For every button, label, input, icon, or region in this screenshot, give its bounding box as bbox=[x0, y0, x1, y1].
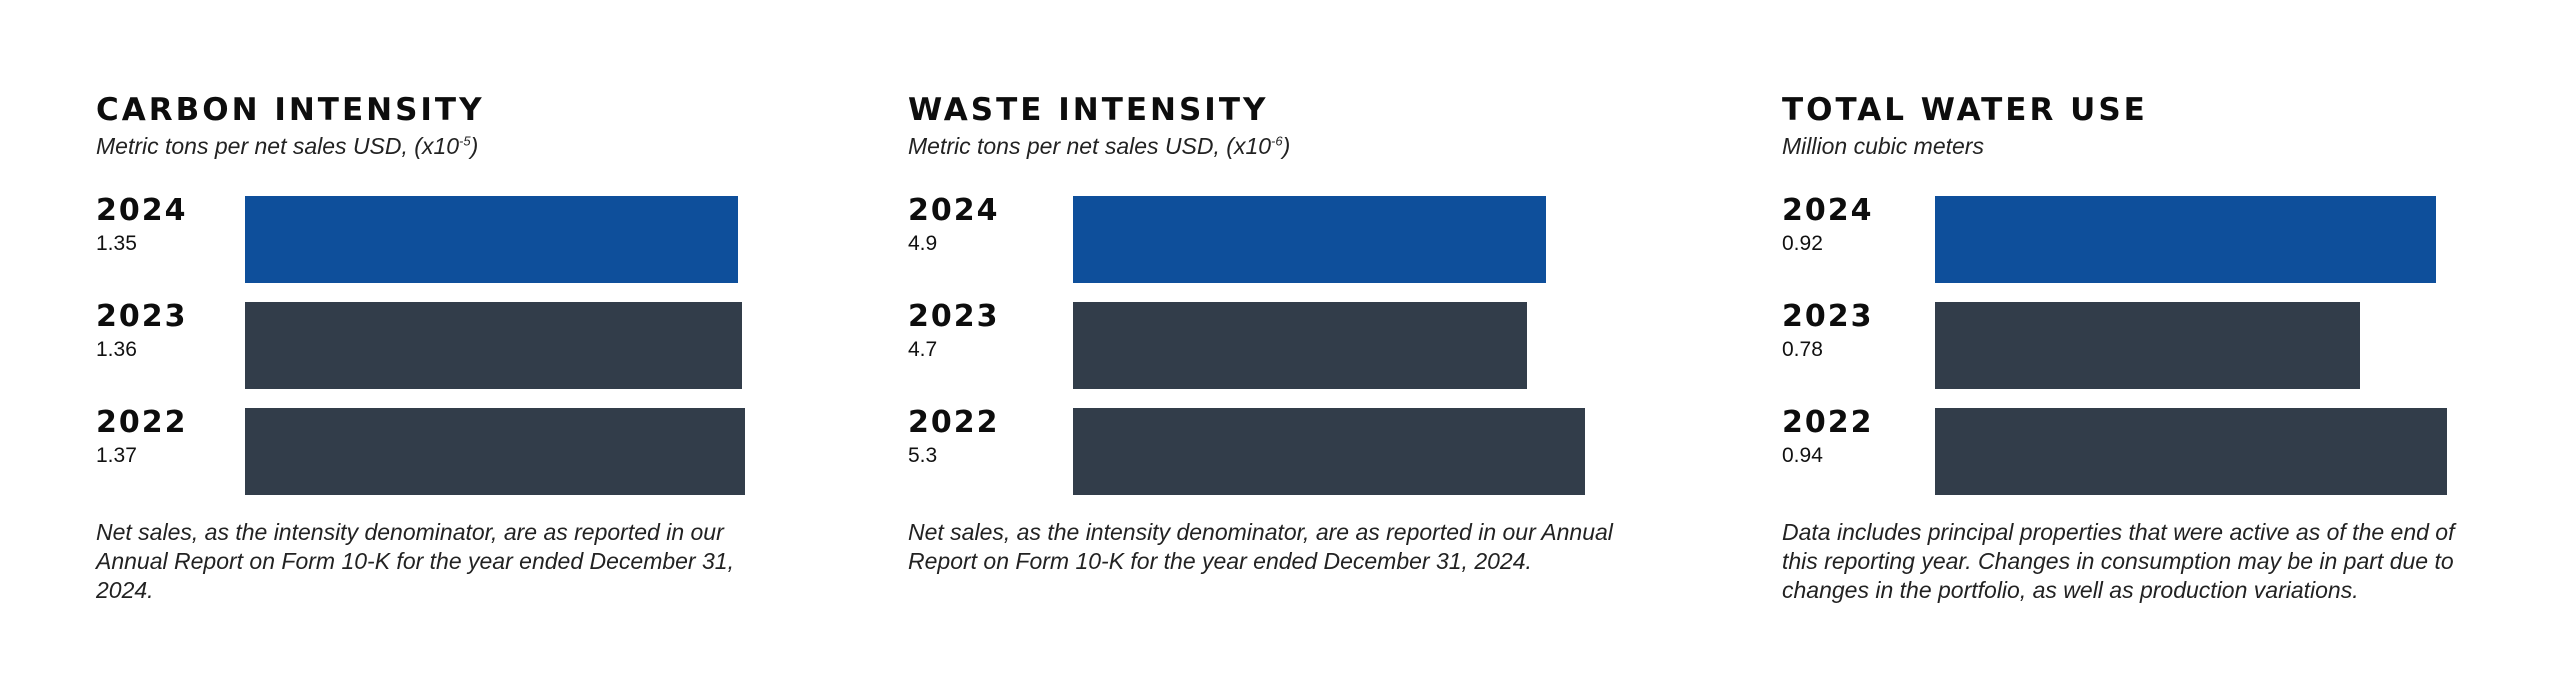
data-label: 1.36 bbox=[96, 338, 137, 361]
subtitle-text: Metric tons per net sales USD, (x10 bbox=[96, 133, 460, 159]
category-label: 2023 bbox=[908, 299, 1000, 334]
bar-row: 2022 5.3 bbox=[908, 408, 1638, 496]
chart-footnote: Net sales, as the intensity denominator,… bbox=[96, 519, 734, 603]
data-label: 4.9 bbox=[908, 232, 938, 255]
chart-panel-total-water-use: TOTAL WATER USE Million cubic meters 202… bbox=[1782, 0, 2482, 694]
category-label: 2023 bbox=[96, 299, 188, 334]
category-label: 2024 bbox=[908, 193, 1000, 228]
bar bbox=[245, 408, 745, 495]
subtitle-close: ) bbox=[1282, 133, 1291, 159]
chart-subtitle: Million cubic meters bbox=[1782, 133, 1984, 160]
category-label: 2023 bbox=[1782, 299, 1874, 334]
chart-subtitle: Metric tons per net sales USD, (x10-5) bbox=[96, 133, 478, 160]
data-label: 0.92 bbox=[1782, 232, 1823, 255]
chart-panel-waste-intensity: WASTE INTENSITY Metric tons per net sale… bbox=[908, 0, 1638, 694]
subtitle-text: Million cubic meters bbox=[1782, 133, 1984, 159]
bar-row: 2024 1.35 bbox=[96, 196, 756, 284]
category-label: 2024 bbox=[1782, 193, 1874, 228]
bar bbox=[245, 196, 738, 283]
bar-row: 2024 4.9 bbox=[908, 196, 1638, 284]
bar bbox=[1073, 196, 1546, 283]
chart-footnote: Data includes principal properties that … bbox=[1782, 519, 2455, 603]
bar bbox=[1073, 302, 1527, 389]
chart-panel-carbon-intensity: CARBON INTENSITY Metric tons per net sal… bbox=[96, 0, 756, 694]
chart-title: WASTE INTENSITY bbox=[908, 92, 1269, 128]
bar bbox=[1935, 408, 2447, 495]
chart-title: TOTAL WATER USE bbox=[1782, 92, 2148, 128]
category-label: 2022 bbox=[1782, 405, 1874, 440]
bar-row: 2024 0.92 bbox=[1782, 196, 2482, 284]
bar-row: 2023 4.7 bbox=[908, 302, 1638, 390]
bar bbox=[1073, 408, 1585, 495]
bar-row: 2022 1.37 bbox=[96, 408, 756, 496]
subtitle-exponent: -5 bbox=[459, 133, 471, 149]
subtitle-close: ) bbox=[470, 133, 479, 159]
data-label: 4.7 bbox=[908, 338, 938, 361]
subtitle-text: Metric tons per net sales USD, (x10 bbox=[908, 133, 1272, 159]
bar-row: 2022 0.94 bbox=[1782, 408, 2482, 496]
data-label: 0.78 bbox=[1782, 338, 1823, 361]
bar bbox=[1935, 196, 2436, 283]
category-label: 2022 bbox=[96, 405, 188, 440]
data-label: 1.37 bbox=[96, 444, 137, 467]
bar-row: 2023 0.78 bbox=[1782, 302, 2482, 390]
bar-row: 2023 1.36 bbox=[96, 302, 756, 390]
bar bbox=[1935, 302, 2360, 389]
subtitle-exponent: -6 bbox=[1271, 133, 1283, 149]
data-label: 1.35 bbox=[96, 232, 137, 255]
data-label: 5.3 bbox=[908, 444, 938, 467]
chart-footnote: Net sales, as the intensity denominator,… bbox=[908, 519, 1613, 574]
category-label: 2022 bbox=[908, 405, 1000, 440]
chart-subtitle: Metric tons per net sales USD, (x10-6) bbox=[908, 133, 1290, 160]
bar bbox=[245, 302, 742, 389]
category-label: 2024 bbox=[96, 193, 188, 228]
data-label: 0.94 bbox=[1782, 444, 1823, 467]
chart-title: CARBON INTENSITY bbox=[96, 92, 485, 128]
